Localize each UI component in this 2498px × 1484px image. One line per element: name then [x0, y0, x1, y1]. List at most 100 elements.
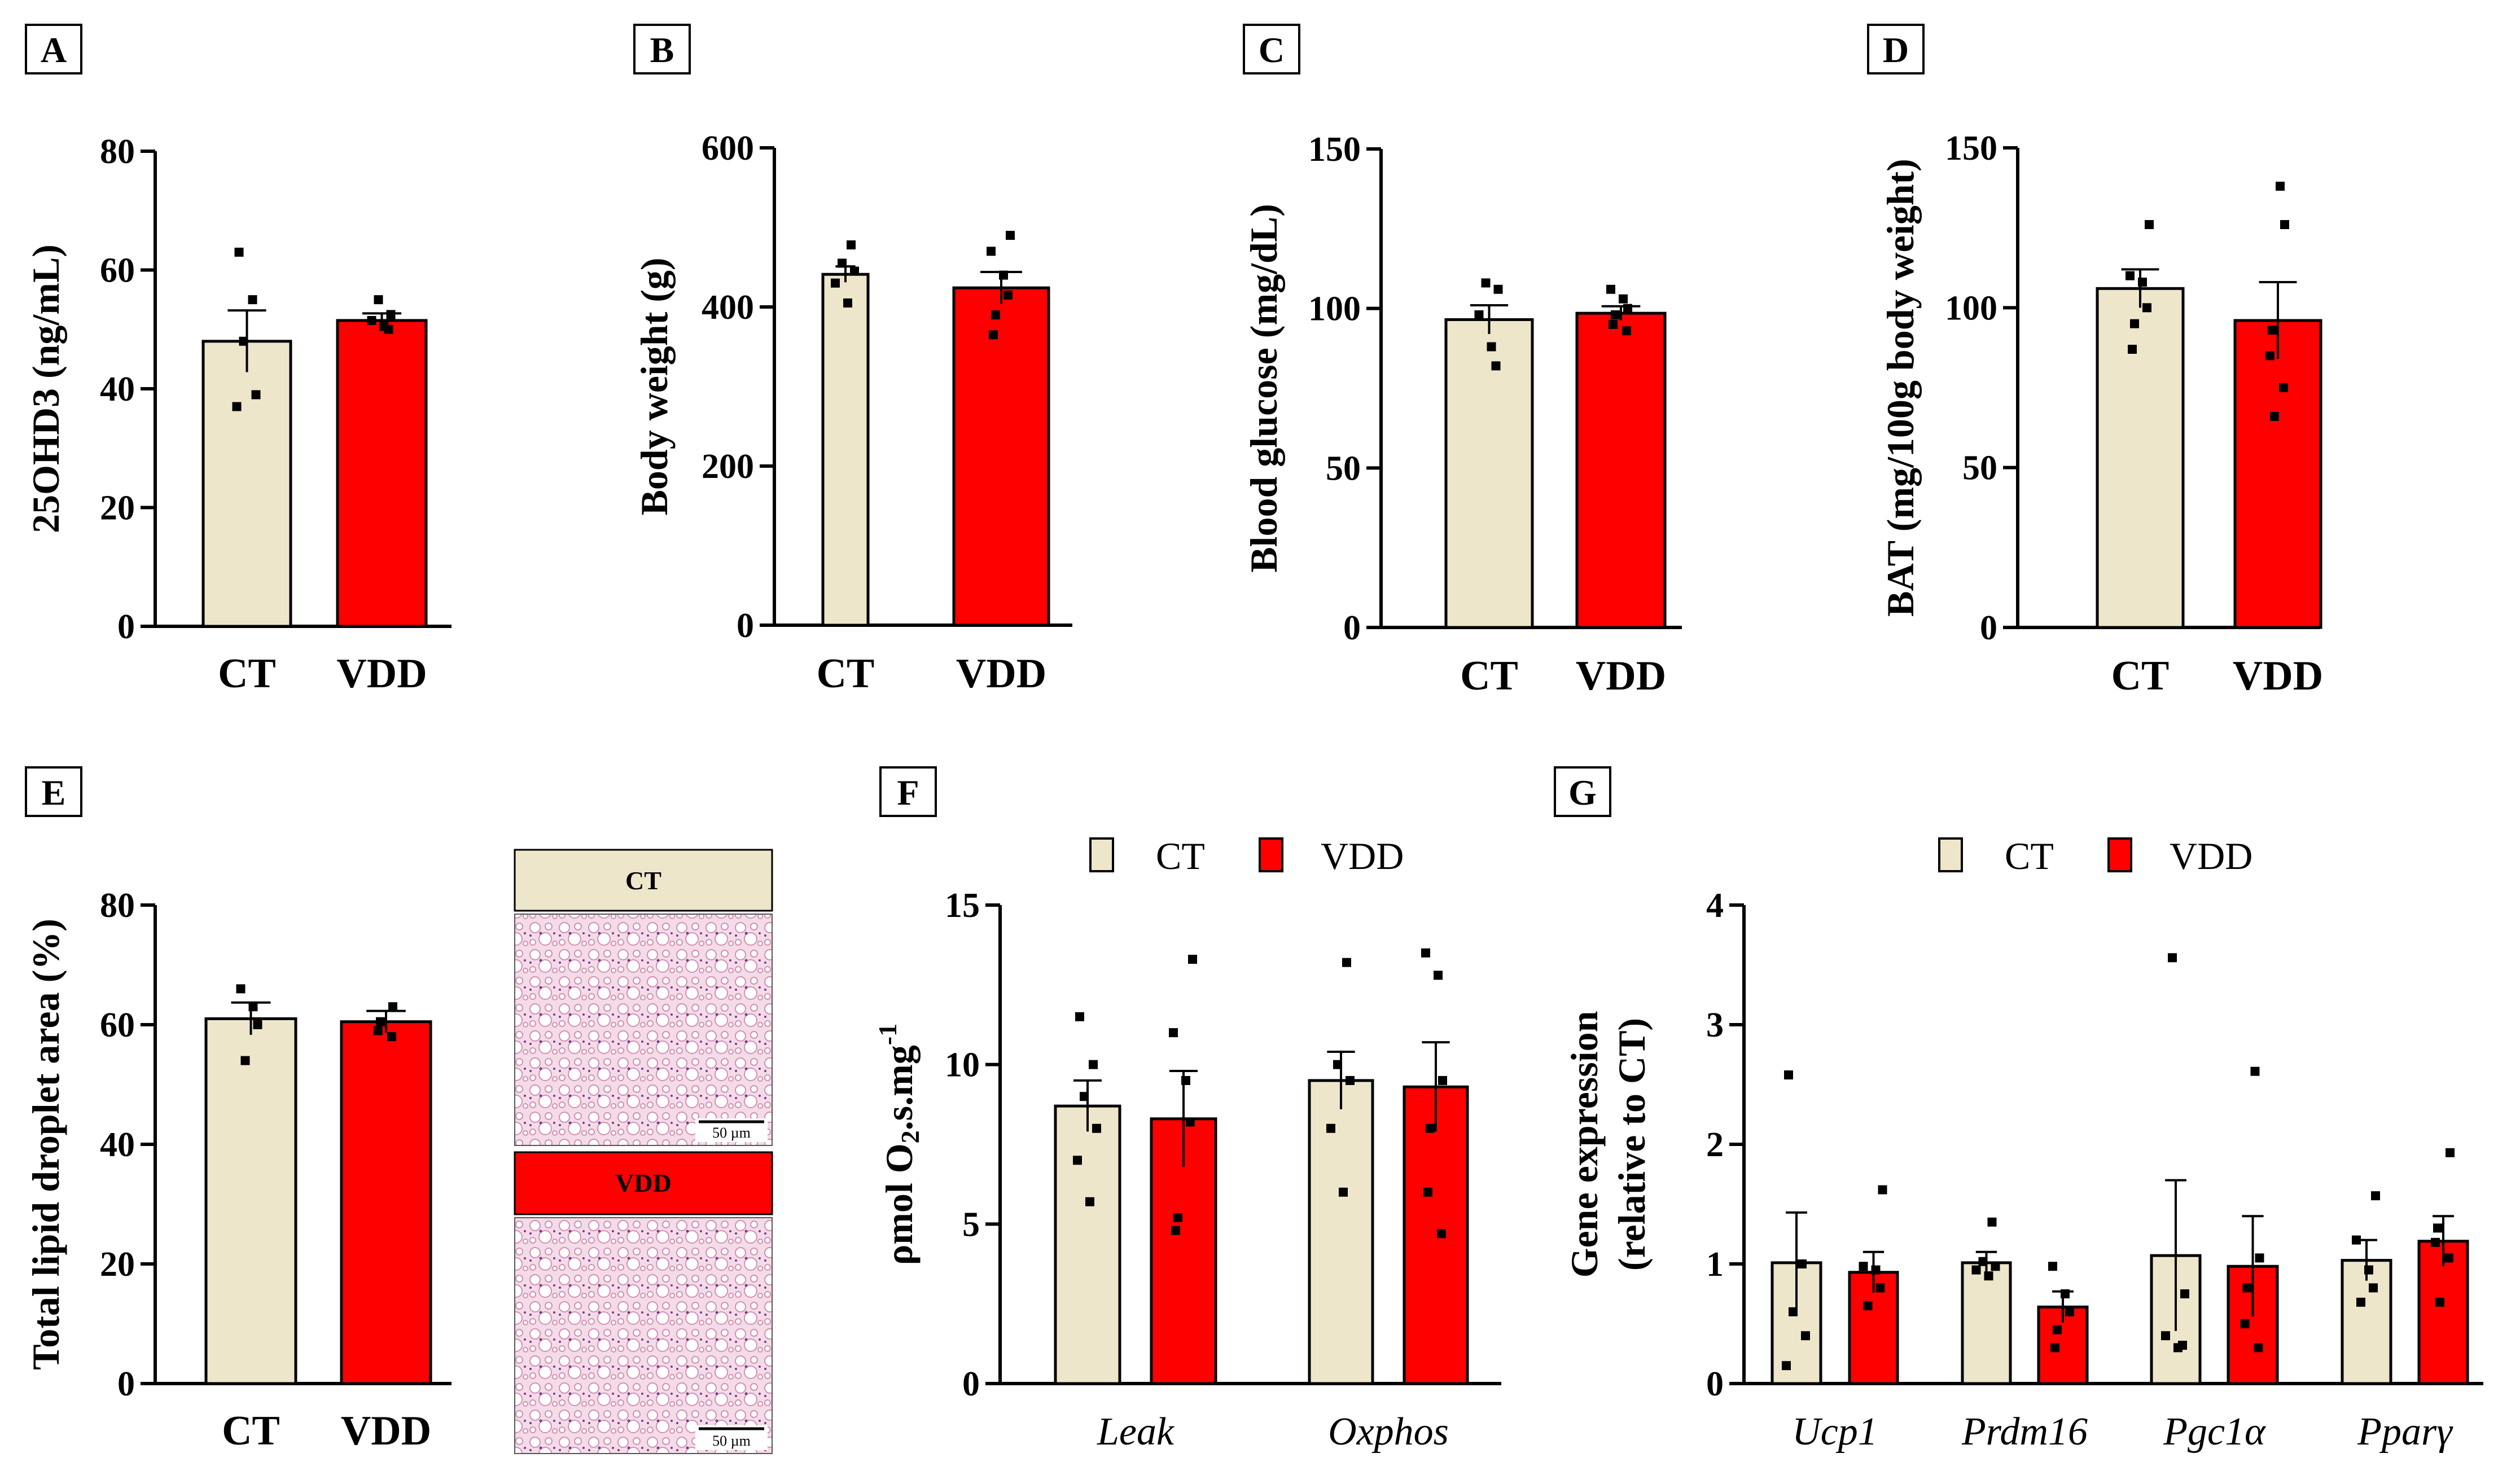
ct-data-point	[239, 336, 248, 346]
oxphos-vdd-bar	[1403, 1085, 1469, 1385]
vdd-data-point	[387, 1032, 396, 1042]
x-category-label-ct: CT	[817, 651, 875, 697]
leak-vdd-data-point	[1169, 1028, 1178, 1038]
ucp1-vdd-data-point	[1863, 1301, 1873, 1311]
prdm16-vdd-data-point	[2050, 1343, 2059, 1353]
ucp1-vdd-data-point	[1859, 1262, 1868, 1271]
oxphos-ct-data-point	[1346, 1075, 1355, 1085]
ucp1-vdd-data-point	[1878, 1185, 1887, 1195]
y-tick-label: 0	[117, 608, 135, 646]
svg-text:D: D	[1883, 30, 1909, 70]
x-category-label-vdd: VDD	[956, 651, 1046, 697]
vdd-data-point	[386, 310, 396, 319]
oxphos-vdd-data-point	[1423, 1187, 1432, 1197]
ct-data-point	[1481, 278, 1491, 288]
y-tick-label: 80	[100, 133, 135, 171]
legend-g-ct-label: CT	[2005, 835, 2054, 877]
leak-vdd-data-point	[1173, 1213, 1182, 1223]
ct-data-point	[234, 247, 244, 257]
histology-vdd-title: VDD	[615, 1169, 672, 1197]
y-tick-label: 0	[962, 1365, 980, 1403]
pgc1-ct-data-point	[2168, 953, 2177, 963]
ct-data-point	[2138, 278, 2147, 287]
y-tick-label: 400	[702, 288, 754, 327]
ppar-ct-data-point	[2371, 1191, 2380, 1201]
panel-label-F: F	[879, 766, 937, 817]
x-category-label-prdm16: Prdm16	[1961, 1410, 2088, 1454]
y-tick-label: 1	[1706, 1245, 1724, 1284]
ucp1-ct-data-point	[1789, 1307, 1798, 1316]
ct-data-point	[232, 402, 242, 411]
y-axis-label: Gene expression	[1563, 1011, 1606, 1278]
y-tick-label: 15	[945, 886, 980, 925]
y-tick-label: 0	[1706, 1365, 1724, 1403]
y-tick-label: 0	[1980, 609, 1997, 647]
y-axis-label-line2: (relative to CT)	[1610, 1018, 1653, 1271]
histology-vdd-header	[514, 1151, 773, 1215]
x-category-label-oxphos: Oxphos	[1328, 1410, 1449, 1454]
prdm16-ct-data-point	[1987, 1217, 1997, 1227]
vdd-data-point	[374, 1026, 383, 1035]
oxphos-vdd-data-point	[1438, 1075, 1447, 1085]
y-tick-label: 50	[1962, 449, 1997, 488]
y-axis-label: ρmol O2.s.mg-1	[873, 1024, 924, 1265]
vdd-bar	[2233, 319, 2322, 629]
vdd-data-point	[1003, 290, 1013, 300]
y-tick-label: 0	[117, 1365, 135, 1403]
x-category-label-ppar: Pparγ	[2357, 1410, 2453, 1454]
svg-text:F: F	[897, 772, 919, 813]
pgc1-vdd-data-point	[2240, 1319, 2250, 1328]
ppar-ct-data-point	[2356, 1297, 2365, 1307]
histology-ct-image	[514, 914, 773, 1146]
prdm16-ct-bar	[1961, 1261, 2012, 1385]
ppar-vdd-data-point	[2433, 1223, 2442, 1233]
vdd-data-point	[1609, 319, 1618, 329]
ucp1-vdd-data-point	[1875, 1283, 1885, 1293]
vdd-data-point	[2279, 383, 2288, 392]
y-tick-label: 0	[1343, 609, 1361, 647]
x-category-label-vdd: VDD	[2233, 653, 2323, 699]
leak-ct-data-point	[1073, 1156, 1082, 1165]
x-category-label-ucp1: Ucp1	[1792, 1410, 1878, 1454]
y-tick-label: 200	[702, 447, 754, 486]
legend-g-vdd-swatch	[2107, 837, 2132, 872]
ct-bar	[201, 340, 292, 628]
ucp1-ct-data-point	[1784, 1070, 1793, 1080]
legend-g: CT VDD	[1938, 835, 2252, 877]
panel-label-G: G	[1554, 766, 1611, 817]
vdd-data-point	[1619, 294, 1628, 304]
panel-label-B: B	[633, 24, 691, 74]
legend-f-ct-swatch	[1089, 837, 1114, 872]
ct-data-point	[838, 258, 847, 268]
leak-ct-bar	[1054, 1104, 1121, 1385]
ct-bar	[821, 273, 870, 627]
vdd-bar	[336, 319, 428, 628]
prdm16-vdd-data-point	[2048, 1262, 2057, 1271]
x-category-label-leak: Leak	[1097, 1410, 1175, 1454]
ppar-vdd-data-point	[2444, 1253, 2453, 1263]
vdd-data-point	[384, 324, 393, 334]
oxphos-ct-bar	[1308, 1079, 1374, 1385]
chart-bat: 0 50 100 150 BAT (mg/100g body weight) CT VDD	[1879, 129, 2323, 699]
panel-label-D: D	[1867, 24, 1925, 74]
panel-label-A: A	[25, 24, 82, 74]
vdd-data-point	[1606, 284, 1615, 294]
x-category-label-ct: CT	[1460, 653, 1518, 699]
leak-ct-data-point	[1089, 1060, 1098, 1069]
ppar-ct-data-point	[2352, 1235, 2361, 1245]
ct-data-point	[1487, 342, 1496, 352]
ct-data-point	[2145, 220, 2154, 229]
leak-vdd-data-point	[1188, 955, 1197, 964]
pgc1-ct-data-point	[2178, 1341, 2187, 1350]
chart-gene-expression: 0 1 2 3 4 Gene expression (relative to CT) Ucp1…	[1563, 886, 2483, 1454]
oxphos-ct-data-point	[1339, 1187, 1348, 1197]
chart-25ohd3: 0 20 40 60 80 25OHD3 (ng/mL) CT VDD	[24, 133, 452, 697]
ppar-ct-data-point	[2364, 1265, 2373, 1275]
prdm16-ct-data-point	[1984, 1271, 1993, 1281]
legend-f-vdd-label: VDD	[1321, 835, 1404, 877]
ucp1-vdd-data-point	[1871, 1265, 1881, 1275]
y-tick-label: 20	[100, 1245, 135, 1284]
legend-f: CT VDD	[1089, 835, 1404, 877]
ct-bar	[1444, 318, 1534, 629]
